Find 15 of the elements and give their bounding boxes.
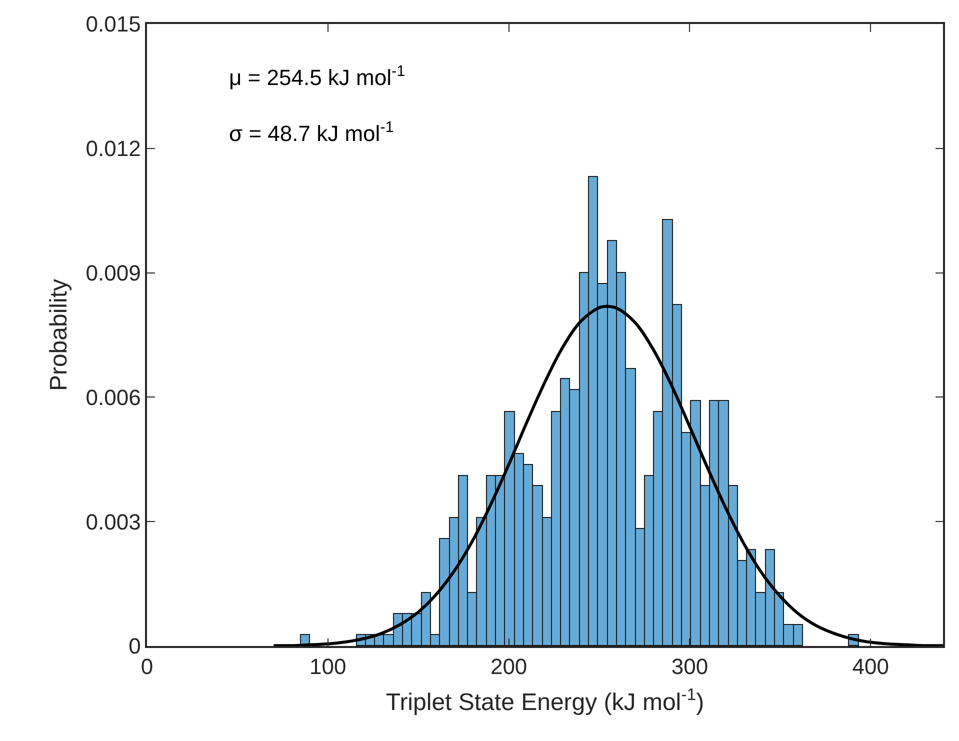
x-tick-label: 100 <box>310 654 346 680</box>
y-axis-title: Probability <box>45 278 72 392</box>
x-tick-label: 300 <box>671 654 708 680</box>
y-tick-label: 0 <box>128 634 141 659</box>
y-tick-label: 0.015 <box>86 12 141 37</box>
x-tick-label: 400 <box>852 654 889 680</box>
annotation: μ = 254.5 kJ mol$^{-1}$ <box>229 63 406 90</box>
y-tick-label: 0.012 <box>86 136 141 162</box>
x-tick-label: 200 <box>490 654 528 680</box>
annotation: σ = 48.7 kJ mol$^{-1}$ <box>229 119 394 146</box>
y-tick-label: 0.009 <box>86 260 141 286</box>
y-tick-label: 0.003 <box>86 509 141 534</box>
y-tick-label: 0.006 <box>86 384 141 410</box>
x-axis-title: Triplet State Energy (kJ mol$^{-1}$) <box>386 684 704 716</box>
line-series <box>272 304 943 646</box>
